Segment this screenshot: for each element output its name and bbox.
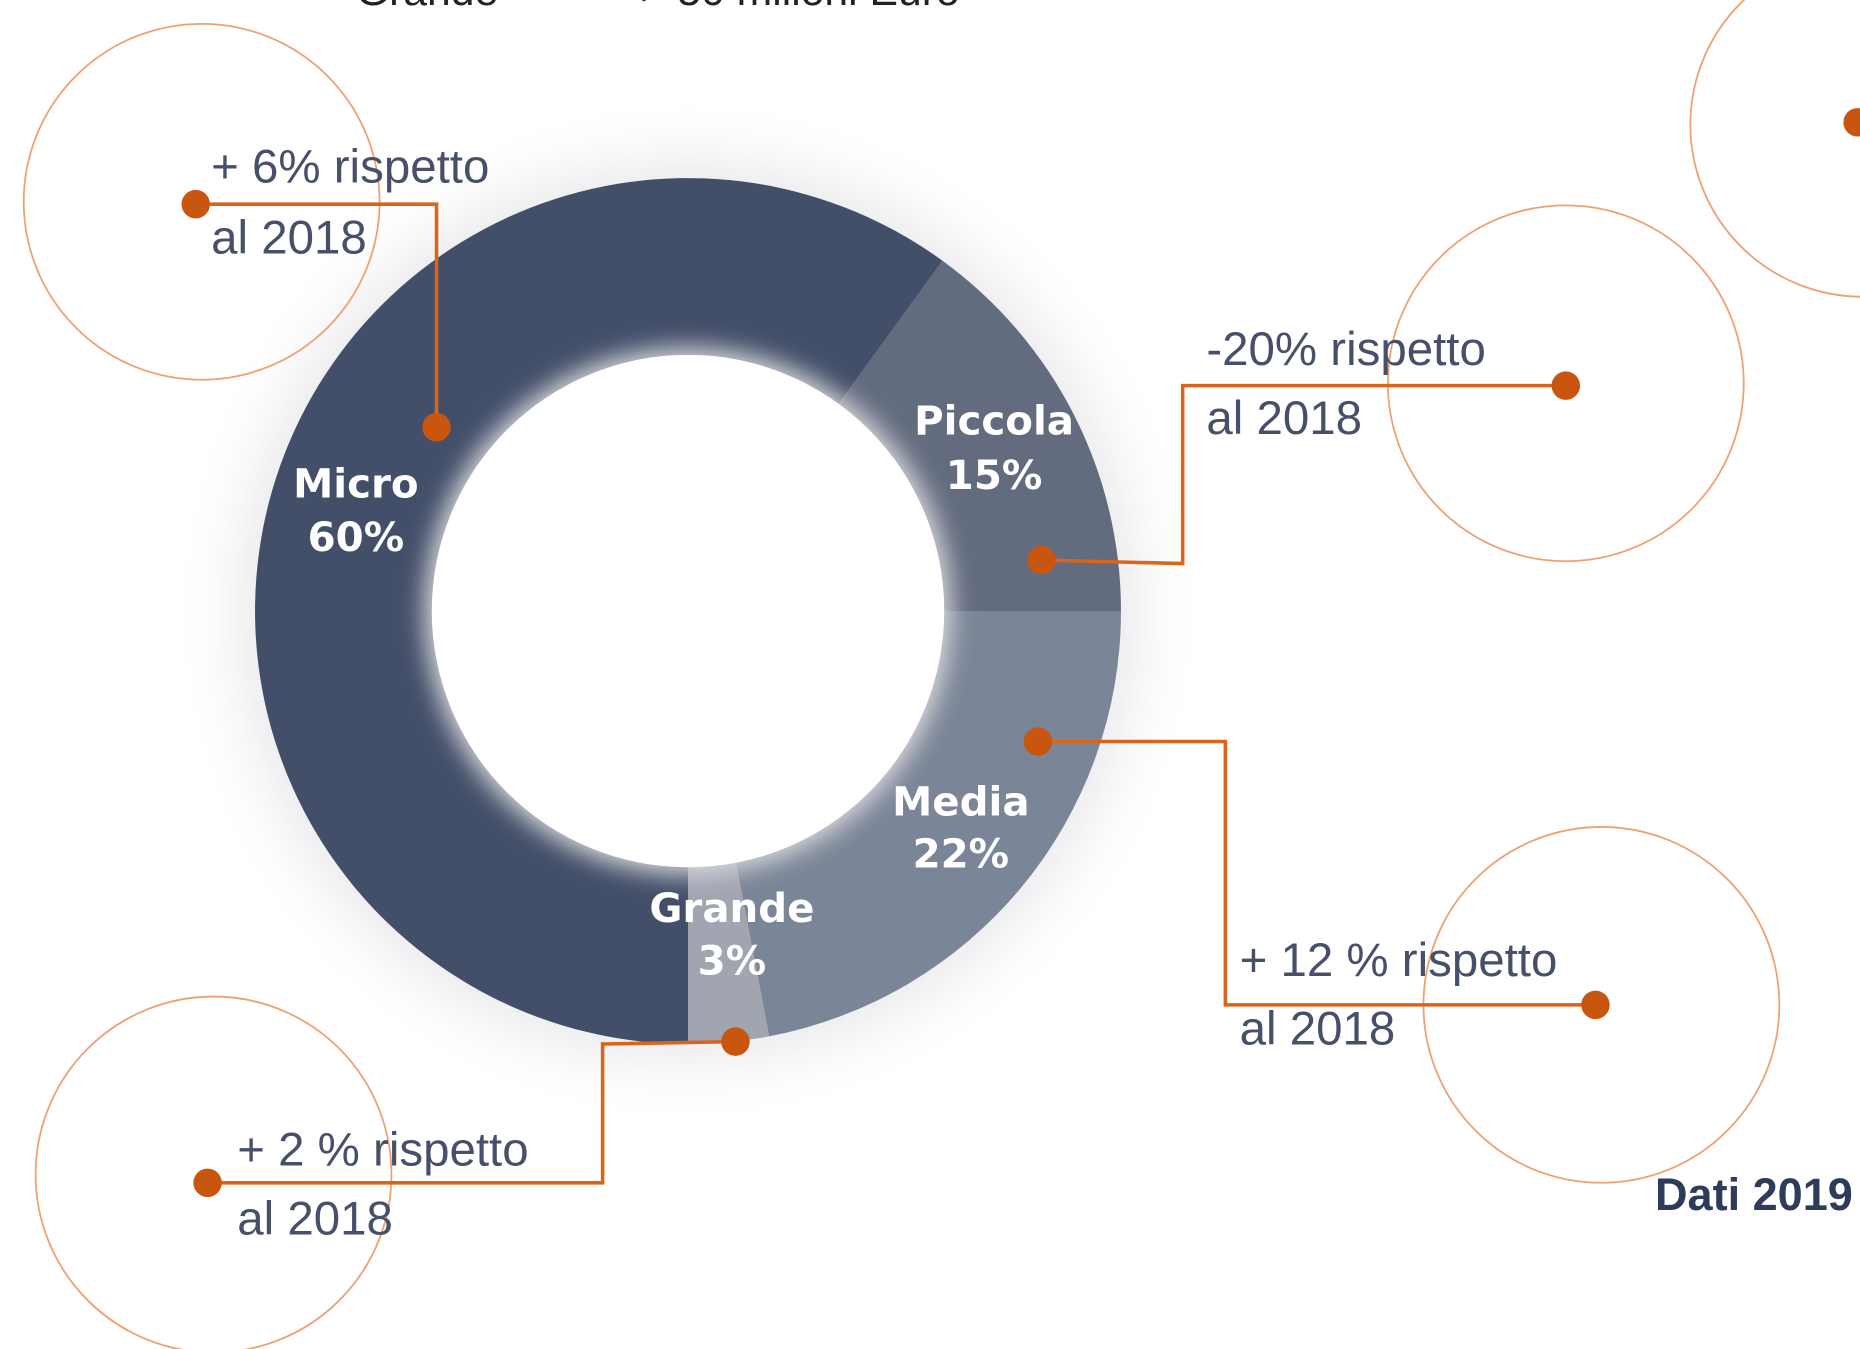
annotation: al 2018 <box>1240 1003 1396 1056</box>
segment-label: Piccola <box>914 398 1074 445</box>
connector <box>1037 739 1596 1007</box>
annotation: + 6% rispetto <box>211 140 489 193</box>
segment-value: 3% <box>698 937 766 984</box>
dot <box>1581 990 1610 1020</box>
segment-value: 15% <box>946 452 1043 499</box>
annotation: + 12 % rispetto <box>1240 934 1558 987</box>
top-text: > 50 milioni Euro <box>641 0 960 15</box>
annotation: -20% rispetto <box>1206 323 1485 376</box>
annotation: al 2018 <box>237 1192 393 1245</box>
segment-value: 22% <box>913 831 1010 878</box>
segment-label: Media <box>892 778 1029 825</box>
donut-hole <box>431 354 945 868</box>
donut-segment <box>688 844 770 1045</box>
donut <box>255 178 1121 1045</box>
dot <box>422 412 451 442</box>
donut-segment <box>255 178 943 1045</box>
dot <box>1023 727 1053 756</box>
dot <box>1843 108 1860 137</box>
dot <box>1027 545 1056 575</box>
donut-segment <box>732 611 1121 1037</box>
annotation: al 2018 <box>1206 392 1362 445</box>
dot <box>181 189 210 219</box>
segment-value: 60% <box>308 514 405 561</box>
connector <box>1041 383 1566 566</box>
decor-circle <box>1386 204 1745 563</box>
segment-label: Grande <box>649 885 814 932</box>
top-text: Grande <box>356 0 498 15</box>
dot <box>193 1168 222 1198</box>
footnote: Dati 2019 <box>1655 1169 1853 1220</box>
decor-circle <box>22 22 381 381</box>
connector <box>195 202 439 428</box>
decor-circle <box>1689 0 1860 298</box>
decor-circle <box>34 995 393 1349</box>
dot <box>1551 371 1581 400</box>
annotation: + 2 % rispetto <box>237 1124 528 1177</box>
annotation: al 2018 <box>211 211 367 264</box>
donut-segment <box>827 260 1121 612</box>
connector <box>207 1039 736 1185</box>
segment-label: Micro <box>293 460 418 507</box>
dot <box>721 1027 750 1056</box>
